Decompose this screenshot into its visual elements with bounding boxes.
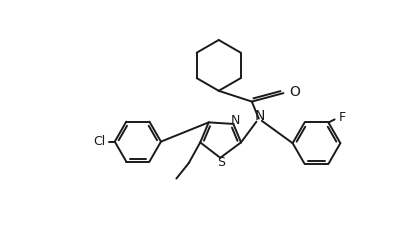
Text: N: N xyxy=(255,109,266,123)
Text: N: N xyxy=(231,114,240,127)
Text: S: S xyxy=(217,156,225,169)
Text: O: O xyxy=(289,85,300,99)
Text: Cl: Cl xyxy=(93,135,106,148)
Text: F: F xyxy=(339,111,346,124)
